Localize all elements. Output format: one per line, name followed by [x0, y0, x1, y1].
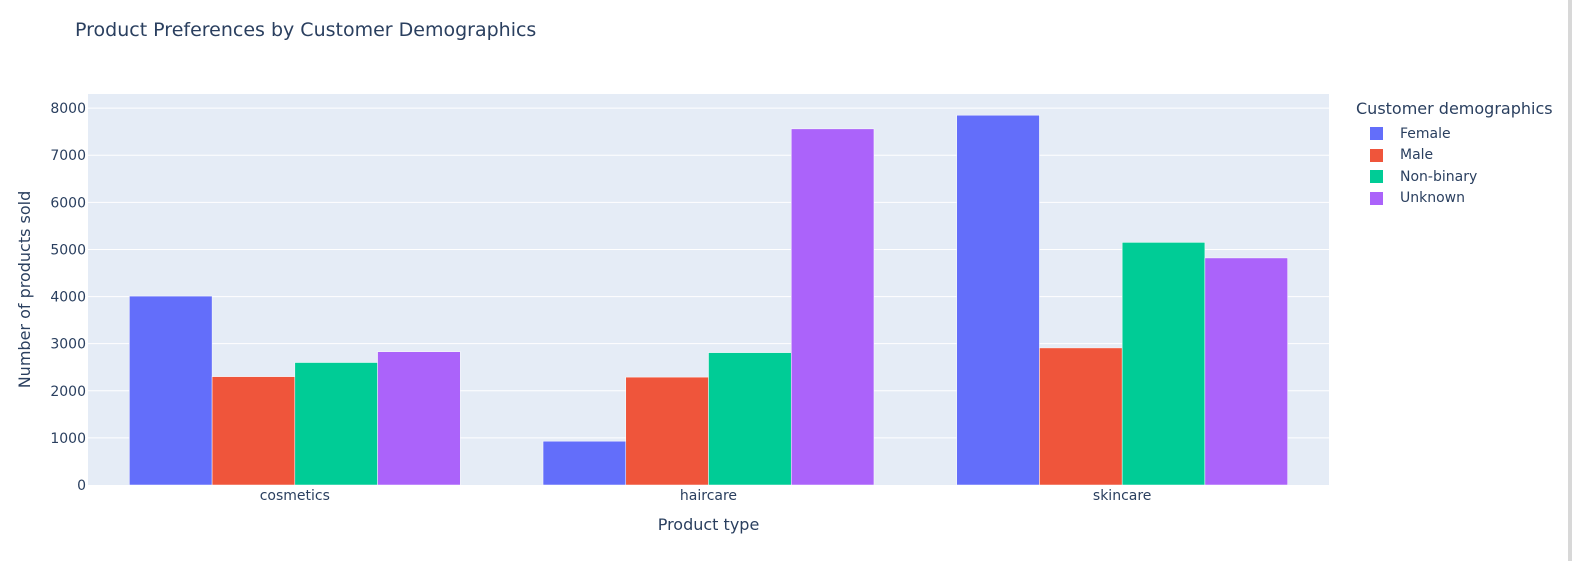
legend-label: Male [1400, 147, 1434, 164]
y-tick-label: 4000 [50, 290, 86, 306]
bar-unknown-skincare[interactable] [1204, 257, 1288, 486]
y-axis-title: Number of products sold [15, 191, 34, 389]
bar-male-skincare[interactable] [1039, 347, 1123, 486]
legend-swatch [1370, 170, 1383, 184]
y-tick-label: 2000 [50, 384, 86, 400]
y-tick-label: 3000 [50, 337, 86, 353]
legend-title: Customer demographics [1356, 99, 1553, 118]
y-tick-label: 6000 [50, 195, 86, 211]
legend-label: Non-binary [1400, 168, 1478, 185]
legend-swatch [1370, 191, 1383, 205]
bar-male-cosmetics[interactable] [211, 376, 296, 486]
y-tick-label: 1000 [50, 431, 86, 447]
bar-unknown-cosmetics[interactable] [377, 351, 461, 486]
bar-unknown-haircare[interactable] [790, 128, 875, 486]
bar-non-binary-haircare[interactable] [708, 352, 792, 486]
legend: Customer demographics Female Male Non-bina… [1356, 99, 1556, 209]
legend-item-unknown[interactable]: Unknown [1370, 188, 1556, 210]
chart-title: Product Preferences by Customer Demograp… [75, 19, 537, 41]
x-tick-label: cosmetics [260, 488, 330, 504]
legend-item-female[interactable]: Female [1370, 123, 1556, 145]
x-axis-title: Product type [658, 515, 760, 534]
y-tick-label: 0 [77, 478, 86, 494]
x-tick-label: skincare [1093, 488, 1152, 504]
legend-items: Female Male Non-binary Unknown [1356, 123, 1556, 209]
bar-male-haircare[interactable] [625, 376, 709, 486]
y-tick-label: 8000 [50, 101, 86, 117]
legend-swatch [1370, 127, 1383, 141]
y-tick-labels: 0 1000 2000 3000 4000 5000 6000 7000 8000 [50, 101, 86, 494]
bars [129, 114, 1288, 486]
bar-female-skincare[interactable] [956, 114, 1040, 486]
y-tick-label: 7000 [50, 148, 86, 164]
bar-non-binary-skincare[interactable] [1121, 242, 1206, 486]
bar-non-binary-cosmetics[interactable] [294, 362, 378, 486]
x-tick-label: haircare [680, 488, 737, 504]
legend-item-male[interactable]: Male [1370, 145, 1556, 167]
y-tick-label: 5000 [50, 242, 86, 258]
x-tick-labels: cosmetics haircare skincare [260, 488, 1152, 504]
legend-item-non-binary[interactable]: Non-binary [1370, 166, 1556, 188]
bar-female-cosmetics[interactable] [129, 295, 213, 486]
legend-swatch [1370, 148, 1383, 162]
legend-label: Female [1400, 125, 1451, 142]
bar-chart-svg: 0 1000 2000 3000 4000 5000 6000 7000 8000 cosmet… [15, 94, 1329, 534]
bar-female-haircare[interactable] [542, 440, 627, 486]
window-edge [1568, 0, 1572, 561]
legend-label: Unknown [1400, 190, 1465, 207]
